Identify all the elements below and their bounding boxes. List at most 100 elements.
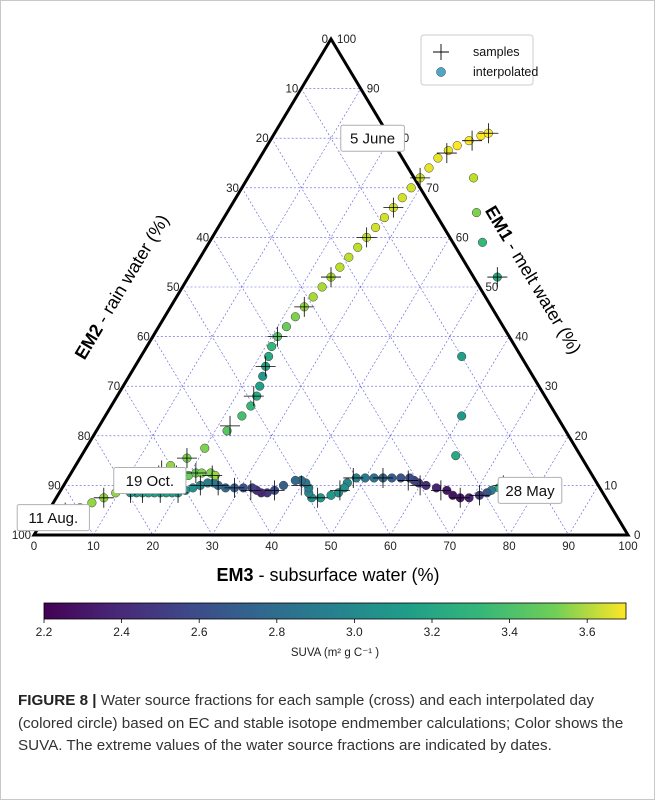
legend-box (420, 34, 534, 86)
ternary-frame (31, 36, 631, 537)
annotation-label: 19 Oct. (126, 473, 174, 490)
grid-line (211, 187, 421, 536)
tick-label-em3: 40 (265, 541, 278, 553)
sample-point (220, 415, 241, 436)
sample-point (410, 475, 431, 496)
sample-point (240, 480, 261, 501)
sample-point (469, 485, 490, 506)
tick-label-em1: 0 (634, 530, 640, 542)
grid-line (568, 485, 599, 536)
grid-line (93, 88, 361, 536)
axis-label-em2: EM2 - rain water (%) (71, 211, 173, 363)
interpolated-point (335, 262, 345, 272)
tick-label-em2: 70 (107, 381, 120, 393)
interpolated-point (433, 153, 443, 163)
tick-label-em3: 100 (618, 541, 637, 553)
tick-label-em3: 60 (384, 541, 397, 553)
tick-label-em1: 60 (456, 232, 469, 244)
interpolated-point (278, 480, 289, 490)
annotation-label: 28 May (505, 483, 555, 500)
tick-label-em2: 100 (12, 530, 31, 542)
interpolated-point (457, 411, 467, 421)
sample-point (398, 470, 419, 491)
interpolated-point (222, 426, 232, 436)
interpolated-point (457, 351, 467, 361)
sample-point (176, 448, 197, 469)
interpolated-point (290, 312, 300, 322)
tick-label-em2: 60 (137, 332, 150, 344)
interpolated-point (326, 490, 336, 500)
figure-caption: FIGURE 8 | Water source fractions for ea… (18, 690, 640, 758)
tick-label-em2: 10 (286, 84, 299, 96)
caption-text: Water source fractions for each sample (… (18, 692, 624, 754)
interpolated-point (431, 483, 441, 493)
colorbar-tick-label: 3.6 (579, 625, 596, 639)
legend-cross-icon (433, 44, 449, 60)
sample-point (264, 480, 285, 501)
interpolated-point (200, 443, 210, 453)
sample-point (267, 326, 288, 347)
interpolated-point (290, 475, 300, 485)
sample-point (487, 267, 508, 288)
interpolated-point (237, 411, 247, 421)
grid-line (152, 138, 391, 536)
interpolated-point (353, 242, 363, 252)
sample-point (294, 296, 315, 317)
tick-label-em1: 30 (545, 381, 558, 393)
colorbar-tick-label: 3.0 (346, 625, 363, 639)
tick-label-em3: 80 (503, 541, 516, 553)
interpolated-point (317, 282, 327, 292)
tick-label-em1: 70 (426, 183, 439, 195)
tick-labels: 0 10 20 30 40 50 60 70 80 90 100010203040506070809… (12, 34, 641, 553)
interpolated-point (477, 237, 488, 247)
sample-point (329, 480, 350, 501)
interpolated-point (246, 401, 256, 411)
interpolated-point (406, 183, 416, 193)
sample-point (321, 267, 341, 288)
colorbar-tick-label: 3.2 (424, 625, 441, 639)
sample-point (93, 487, 114, 508)
tick-label-em1: 50 (486, 282, 499, 294)
colorbar-tick-label: 2.2 (36, 625, 53, 639)
interpolated-point (247, 483, 257, 493)
colorbar-tick-label: 2.4 (113, 625, 130, 639)
annotation-label: 11 Aug. (28, 510, 78, 527)
interpolated-point (379, 213, 390, 223)
sample-point (462, 130, 483, 151)
annotation-box (16, 504, 90, 532)
interpolated-point (396, 473, 406, 483)
sample-point (190, 475, 211, 496)
legend: samples interpolated (420, 34, 538, 86)
sample-point (185, 463, 206, 483)
colorbar-label: SUVA (m² g C⁻¹ ) (291, 647, 379, 659)
tick-label-em3: 20 (146, 541, 159, 553)
sample-point (372, 467, 393, 488)
interpolated-point (469, 173, 479, 183)
annotation-label: 5 June (350, 131, 395, 148)
interpolated-point (255, 381, 265, 391)
annotation-box (113, 466, 187, 494)
sample-point (450, 487, 471, 508)
interpolated-point (281, 322, 292, 332)
sample-point (307, 487, 328, 508)
colorbar-tick-label: 2.8 (268, 625, 285, 639)
interpolated-point (344, 252, 354, 262)
tick-label-em3: 70 (443, 541, 456, 553)
grid-line (301, 88, 569, 536)
sample-point (436, 143, 457, 164)
tick-label-em1: 100 (337, 34, 356, 46)
colorbar: 2.2 2.4 2.6 2.8 3.0 3.2 3.4 3.6 SUVA (m² g C⁻¹ ) (36, 602, 627, 659)
grid-line (152, 336, 272, 536)
tick-label-em1: 20 (575, 431, 588, 443)
tick-label-em1: 10 (604, 480, 617, 492)
tick-label-em3: 90 (562, 541, 575, 553)
colorbar-tick-label: 2.6 (191, 625, 208, 639)
sample-point (202, 465, 223, 486)
annotation-box (497, 476, 563, 504)
sample-point (255, 356, 276, 377)
tick-label-em1: 40 (515, 332, 528, 344)
sample-point (478, 123, 499, 144)
interpolated-series (53, 128, 523, 520)
interpolated-point (471, 208, 482, 218)
axis-label-em3: EM3 - subsurface water (%) (216, 565, 439, 585)
